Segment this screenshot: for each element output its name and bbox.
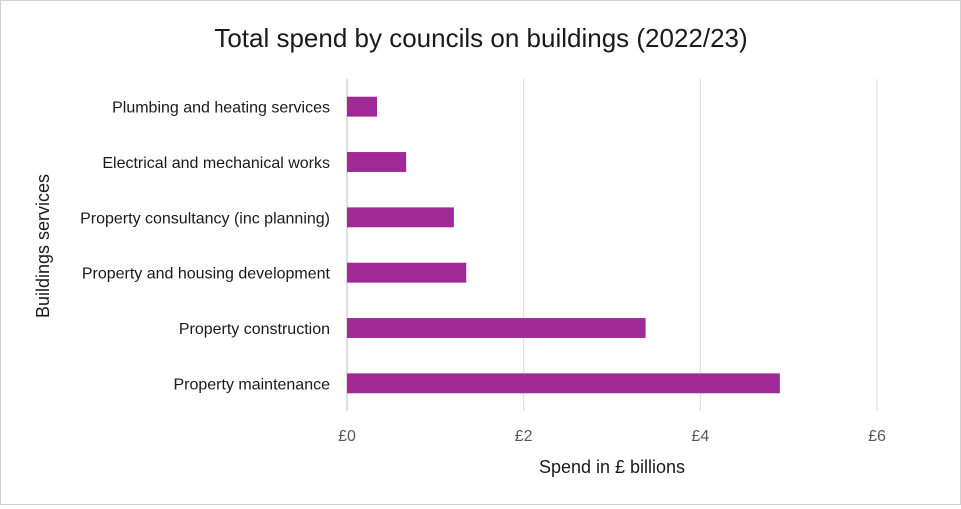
category-label: Electrical and mechanical works (102, 155, 330, 172)
x-tick-labels: £0 £2 £4 £6 (338, 428, 886, 445)
y-axis-label: Buildings services (33, 174, 53, 318)
bars (347, 96, 780, 394)
category-label: Property and housing development (82, 266, 331, 283)
chart-title: Total spend by councils on buildings (20… (214, 23, 747, 53)
bar (347, 96, 378, 117)
x-tick-label: £0 (338, 428, 356, 445)
bar (347, 152, 407, 172)
x-tick-label: £2 (515, 428, 533, 445)
bar (347, 262, 467, 283)
category-label: Property construction (179, 321, 330, 338)
bar (347, 207, 454, 228)
bar (347, 318, 646, 338)
x-tick-label: £6 (868, 428, 886, 445)
category-label: Property consultancy (inc planning) (80, 210, 330, 227)
bar (347, 373, 780, 394)
gridlines (346, 79, 878, 411)
x-axis-label: Spend in £ billions (539, 457, 685, 477)
x-tick-label: £4 (691, 428, 709, 445)
category-label: Plumbing and heating services (112, 100, 330, 117)
category-label: Property maintenance (173, 376, 330, 393)
category-labels: Plumbing and heating services Electrical … (80, 100, 330, 394)
